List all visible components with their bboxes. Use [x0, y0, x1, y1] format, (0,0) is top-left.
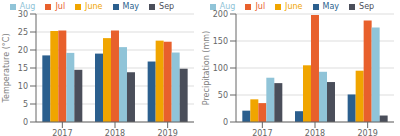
- svg-text:Precipitation (mm): Precipitation (mm): [202, 31, 211, 105]
- html-text:May: May: [322, 2, 340, 11]
- html-text:Jul: Jul: [55, 2, 66, 11]
- html-text:May: May: [122, 2, 140, 11]
- html-text:Jul: Jul: [255, 2, 266, 11]
- svg-text:2018: 2018: [305, 129, 325, 136]
- svg-text:50: 50: [218, 91, 228, 100]
- svg-text:10: 10: [18, 82, 28, 91]
- svg-text:200: 200: [213, 10, 228, 19]
- svg-text:20: 20: [18, 46, 28, 55]
- html-text:Sep: Sep: [159, 2, 175, 11]
- html-text:Aug: Aug: [19, 2, 36, 11]
- svg-text:150: 150: [213, 37, 228, 46]
- svg-text:2017: 2017: [252, 129, 272, 136]
- svg-text:5: 5: [23, 100, 28, 109]
- html-text:June: June: [85, 2, 103, 11]
- svg-text:2018: 2018: [105, 129, 125, 136]
- svg-text:0: 0: [23, 118, 28, 127]
- html-text:Aug: Aug: [219, 2, 236, 11]
- svg-text:2017: 2017: [52, 129, 72, 136]
- svg-text:30: 30: [18, 10, 28, 19]
- svg-text:15: 15: [18, 64, 28, 73]
- svg-text:Temperature (°C): Temperature (°C): [2, 33, 11, 103]
- svg-text:100: 100: [213, 64, 228, 73]
- svg-text:2019: 2019: [357, 129, 377, 136]
- svg-text:25: 25: [18, 28, 28, 37]
- html-text:June: June: [285, 2, 303, 11]
- html-text:Sep: Sep: [359, 2, 375, 11]
- svg-text:2019: 2019: [157, 129, 177, 136]
- svg-text:0: 0: [223, 118, 228, 127]
